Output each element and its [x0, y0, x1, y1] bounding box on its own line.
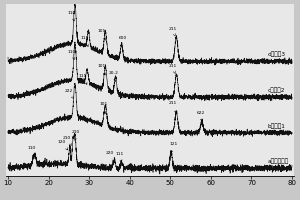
Text: 111: 111: [80, 36, 88, 47]
Text: 600: 600: [118, 36, 127, 47]
Text: 111: 111: [79, 74, 87, 85]
Text: 121: 121: [169, 142, 178, 153]
Text: 622: 622: [196, 111, 205, 121]
Text: 101: 101: [99, 102, 107, 114]
Text: 110: 110: [68, 11, 76, 21]
Text: 211: 211: [168, 27, 176, 36]
Text: 110: 110: [27, 146, 36, 157]
Text: 20-2: 20-2: [109, 71, 118, 82]
Text: 101: 101: [98, 29, 106, 40]
Text: 222: 222: [65, 89, 73, 98]
Text: 211: 211: [168, 101, 176, 113]
Text: 111: 111: [116, 152, 124, 162]
Text: 211: 211: [168, 64, 176, 74]
Text: 110: 110: [68, 50, 76, 60]
Text: 101: 101: [97, 64, 105, 75]
Text: 210: 210: [63, 136, 71, 145]
Text: a煅烧粉煤灰: a煅烧粉煤灰: [268, 159, 289, 164]
Text: 120: 120: [57, 140, 68, 150]
Text: d实施例3: d实施例3: [268, 52, 286, 57]
Text: b实施例1: b实施例1: [268, 123, 286, 129]
Text: c实施例2: c实施例2: [268, 87, 285, 93]
Text: 220: 220: [106, 151, 114, 161]
Text: 210: 210: [72, 130, 80, 141]
